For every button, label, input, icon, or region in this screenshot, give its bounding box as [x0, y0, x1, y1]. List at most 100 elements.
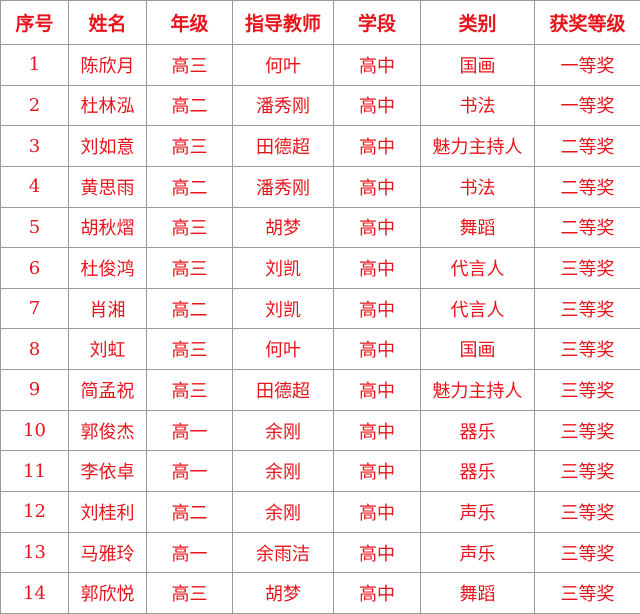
table-cell: 刘桂利 — [68, 491, 147, 533]
header-cell: 获奖等级 — [534, 0, 640, 45]
table-cell: 三等奖 — [534, 491, 640, 533]
table-cell: 5 — [0, 206, 69, 249]
table-cell: 高二 — [146, 287, 233, 330]
table-cell: 高中 — [333, 206, 421, 249]
table-cell: 高三 — [146, 206, 233, 249]
table-cell: 代言人 — [420, 247, 535, 289]
header-cell: 类别 — [420, 0, 535, 45]
table-cell: 舞蹈 — [420, 572, 535, 614]
table-cell: 一等奖 — [534, 44, 640, 86]
table-cell: 潘秀刚 — [232, 165, 334, 208]
table-cell: 高中 — [333, 491, 421, 533]
table-cell: 潘秀刚 — [232, 84, 334, 127]
table-cell: 胡梦 — [232, 572, 334, 614]
table-cell: 刘如意 — [68, 125, 147, 167]
table-cell: 高中 — [333, 44, 421, 86]
table-row: 3 刘如意 高三 田德超 高中 魅力主持人 二等奖 — [0, 125, 640, 167]
table-cell: 余刚 — [232, 450, 334, 493]
table-row: 9 简孟祝 高三 田德超 高中 魅力主持人 三等奖 — [0, 369, 640, 411]
table-cell: 魅力主持人 — [420, 125, 535, 167]
table-cell: 郭欣悦 — [68, 572, 147, 614]
table-row: 8 刘虹 高三 何叶 高中 国画 三等奖 — [0, 328, 640, 371]
table-cell: 刘凯 — [232, 287, 334, 330]
table-cell: 魅力主持人 — [420, 369, 535, 411]
table-cell: 1 — [0, 44, 69, 86]
table-cell: 13 — [0, 531, 69, 574]
table-cell: 舞蹈 — [420, 206, 535, 249]
table-cell: 二等奖 — [534, 206, 640, 249]
table-cell: 余刚 — [232, 491, 334, 533]
table-row: 6 杜俊鸿 高三 刘凯 高中 代言人 三等奖 — [0, 247, 640, 289]
table-cell: 高中 — [333, 572, 421, 614]
table-cell: 3 — [0, 125, 69, 167]
table-cell: 高中 — [333, 84, 421, 127]
table-row: 4 黄思雨 高二 潘秀刚 高中 书法 二等奖 — [0, 165, 640, 208]
table-cell: 何叶 — [232, 44, 334, 86]
header-cell: 年级 — [146, 0, 233, 45]
table-header: 序号 姓名 年级 指导教师 学段 类别 获奖等级 — [0, 0, 640, 45]
table-cell: 6 — [0, 247, 69, 289]
table-cell: 一等奖 — [534, 84, 640, 127]
table-cell: 二等奖 — [534, 165, 640, 208]
table-row: 10 郭俊杰 高一 余刚 高中 器乐 三等奖 — [0, 409, 640, 452]
table-cell: 器乐 — [420, 409, 535, 452]
table-row: 5 胡秋熠 高三 胡梦 高中 舞蹈 二等奖 — [0, 206, 640, 249]
table-row: 11 李依卓 高一 余刚 高中 器乐 三等奖 — [0, 450, 640, 493]
table-cell: 三等奖 — [534, 287, 640, 330]
table-cell: 书法 — [420, 165, 535, 208]
table-cell: 声乐 — [420, 491, 535, 533]
table-cell: 陈欣月 — [68, 44, 147, 86]
table-cell: 高中 — [333, 287, 421, 330]
table-cell: 高一 — [146, 450, 233, 493]
table-cell: 简孟祝 — [68, 369, 147, 411]
table-cell: 高二 — [146, 165, 233, 208]
table-cell: 三等奖 — [534, 369, 640, 411]
table-row: 12 刘桂利 高二 余刚 高中 声乐 三等奖 — [0, 491, 640, 533]
table-cell: 何叶 — [232, 328, 334, 371]
table-cell: 高中 — [333, 165, 421, 208]
table-cell: 代言人 — [420, 287, 535, 330]
table-cell: 高一 — [146, 531, 233, 574]
table-cell: 高三 — [146, 247, 233, 289]
table-cell: 三等奖 — [534, 531, 640, 574]
table-body: 1 陈欣月 高三 何叶 高中 国画 一等奖 2 杜林泓 高二 潘秀刚 高中 书法 一等奖 3 刘如意 高三 田德超… — [0, 44, 640, 614]
table-cell: 高一 — [146, 409, 233, 452]
table-cell: 高中 — [333, 247, 421, 289]
table-cell: 高三 — [146, 328, 233, 371]
table-cell: 刘凯 — [232, 247, 334, 289]
table-cell: 高三 — [146, 125, 233, 167]
table-cell: 书法 — [420, 84, 535, 127]
header-row: 序号 姓名 年级 指导教师 学段 类别 获奖等级 — [0, 0, 640, 45]
table-cell: 三等奖 — [534, 409, 640, 452]
table-cell: 杜俊鸿 — [68, 247, 147, 289]
table-row: 7 肖湘 高二 刘凯 高中 代言人 三等奖 — [0, 287, 640, 330]
table-cell: 李依卓 — [68, 450, 147, 493]
table-row: 14 郭欣悦 高三 胡梦 高中 舞蹈 三等奖 — [0, 572, 640, 614]
table-cell: 高中 — [333, 328, 421, 371]
table-cell: 高三 — [146, 44, 233, 86]
table-cell: 14 — [0, 572, 69, 614]
table-cell: 高中 — [333, 450, 421, 493]
table-cell: 余雨洁 — [232, 531, 334, 574]
table-cell: 11 — [0, 450, 69, 493]
table-cell: 高三 — [146, 369, 233, 411]
table-cell: 9 — [0, 369, 69, 411]
table-cell: 郭俊杰 — [68, 409, 147, 452]
table-cell: 田德超 — [232, 369, 334, 411]
table-cell: 高中 — [333, 125, 421, 167]
table-cell: 三等奖 — [534, 450, 640, 493]
table-row: 1 陈欣月 高三 何叶 高中 国画 一等奖 — [0, 44, 640, 86]
table-cell: 高三 — [146, 572, 233, 614]
table-cell: 12 — [0, 491, 69, 533]
table-cell: 8 — [0, 328, 69, 371]
table-cell: 二等奖 — [534, 125, 640, 167]
table-cell: 10 — [0, 409, 69, 452]
table-cell: 2 — [0, 84, 69, 127]
table-cell: 余刚 — [232, 409, 334, 452]
table-row: 13 马雅玲 高一 余雨洁 高中 声乐 三等奖 — [0, 531, 640, 574]
table-cell: 杜林泓 — [68, 84, 147, 127]
table-cell: 田德超 — [232, 125, 334, 167]
table-cell: 声乐 — [420, 531, 535, 574]
header-cell: 姓名 — [68, 0, 147, 45]
table-cell: 高中 — [333, 531, 421, 574]
